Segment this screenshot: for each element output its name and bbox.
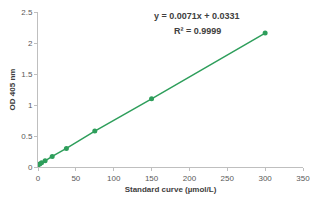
svg-text:OD 405 nm: OD 405 nm xyxy=(8,69,17,111)
svg-text:R² = 0.9999: R² = 0.9999 xyxy=(174,26,221,36)
svg-text:100: 100 xyxy=(107,174,121,183)
svg-text:1: 1 xyxy=(28,101,33,110)
svg-text:350: 350 xyxy=(296,174,310,183)
svg-text:200: 200 xyxy=(183,174,197,183)
svg-text:0: 0 xyxy=(28,163,33,172)
svg-text:2: 2 xyxy=(28,39,33,48)
svg-text:0.5: 0.5 xyxy=(21,132,33,141)
svg-text:300: 300 xyxy=(258,174,272,183)
svg-text:50: 50 xyxy=(71,174,80,183)
svg-text:250: 250 xyxy=(221,174,235,183)
svg-text:2.5: 2.5 xyxy=(21,8,33,17)
svg-text:150: 150 xyxy=(145,174,159,183)
svg-text:Standard curve (µmol/L): Standard curve (µmol/L) xyxy=(125,185,217,194)
svg-text:y = 0.0071x + 0.0331: y = 0.0071x + 0.0331 xyxy=(154,11,240,21)
svg-text:0: 0 xyxy=(36,174,41,183)
svg-text:1.5: 1.5 xyxy=(21,70,33,79)
